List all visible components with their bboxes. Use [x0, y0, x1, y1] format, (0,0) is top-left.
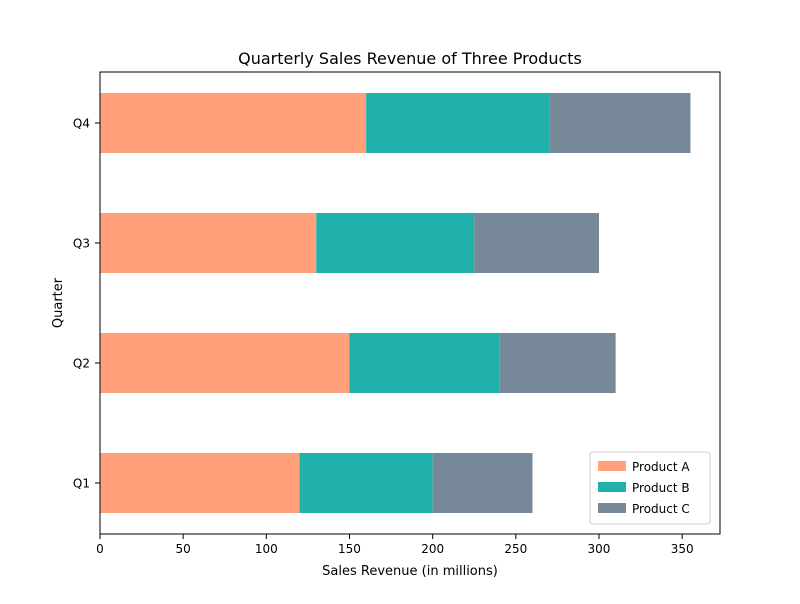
- bar-q2-series-1: [100, 333, 350, 393]
- x-tick-label: 250: [504, 542, 527, 556]
- legend-swatch: [598, 482, 626, 492]
- legend-swatch: [598, 461, 626, 471]
- bar-q1-series-1: [100, 453, 300, 513]
- bar-q1-series-3: [432, 453, 533, 513]
- bar-q4-series-3: [549, 93, 691, 153]
- plot-frame: [99, 71, 721, 535]
- legend-label: Product C: [632, 502, 690, 516]
- x-tick-label: 50: [176, 542, 191, 556]
- bar-q3-series-3: [474, 213, 599, 273]
- bars-layer: [100, 93, 691, 513]
- bar-q3-series-2: [316, 213, 475, 273]
- x-tick-label: 300: [588, 542, 611, 556]
- legend-swatch: [598, 503, 626, 513]
- bar-q4-series-2: [366, 93, 550, 153]
- bar-q3-series-1: [100, 213, 317, 273]
- x-tick-label: 100: [255, 542, 278, 556]
- bar-q2-series-2: [349, 333, 500, 393]
- x-tick-label: 200: [421, 542, 444, 556]
- bar-q1-series-2: [299, 453, 433, 513]
- bar-q4-series-1: [100, 93, 367, 153]
- legend: Product A Product B Product C: [589, 451, 711, 525]
- y-axis: Q1 Q2 Q3 Q4: [73, 117, 100, 491]
- y-axis-label: Quarter: [51, 277, 66, 328]
- chart-title: Quarterly Sales Revenue of Three Product…: [238, 49, 582, 68]
- x-axis: 0 50 100 150 200 250 300 350: [96, 534, 694, 556]
- legend-label: Product A: [632, 460, 690, 474]
- x-tick-label: 350: [671, 542, 694, 556]
- legend-label: Product B: [632, 481, 690, 495]
- x-tick-label: 0: [96, 542, 104, 556]
- x-tick-label: 150: [338, 542, 361, 556]
- y-tick-label: Q3: [73, 237, 90, 251]
- x-axis-label: Sales Revenue (in millions): [322, 564, 498, 579]
- bar-q2-series-3: [499, 333, 616, 393]
- y-tick-label: Q4: [73, 117, 90, 131]
- y-tick-label: Q2: [73, 357, 90, 371]
- y-tick-label: Q1: [73, 477, 90, 491]
